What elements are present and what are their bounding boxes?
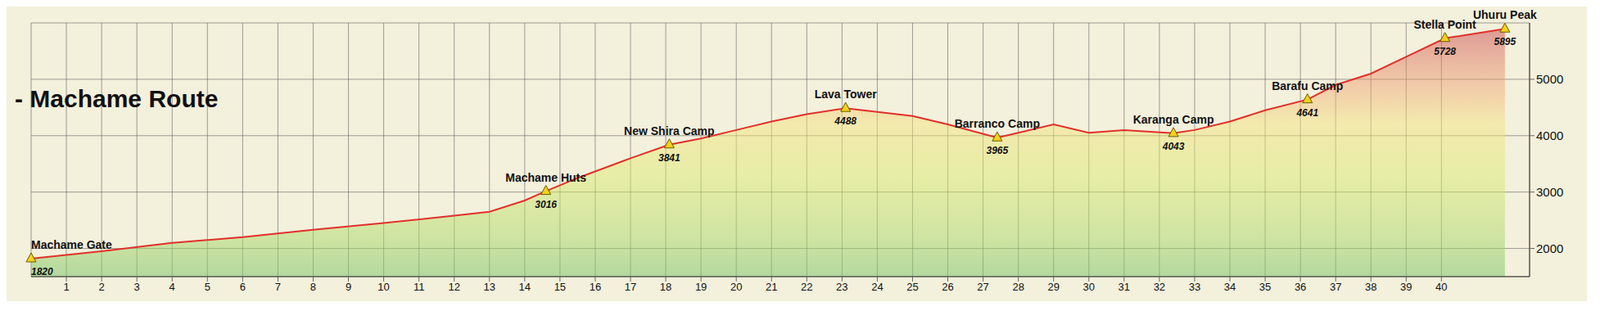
- svg-text:39: 39: [1400, 280, 1412, 294]
- svg-text:Machame Huts: Machame Huts: [505, 171, 587, 185]
- svg-text:22: 22: [800, 280, 813, 294]
- svg-text:6: 6: [239, 280, 246, 294]
- svg-text:24: 24: [871, 280, 883, 294]
- svg-text:26: 26: [941, 280, 954, 294]
- svg-text:15: 15: [554, 280, 566, 294]
- svg-text:30: 30: [1083, 280, 1095, 294]
- svg-text:40: 40: [1435, 280, 1447, 294]
- svg-text:3000: 3000: [1536, 185, 1564, 199]
- svg-text:Stella Point: Stella Point: [1414, 18, 1478, 32]
- svg-text:Lava Tower: Lava Tower: [814, 87, 878, 101]
- svg-text:4043: 4043: [1161, 140, 1185, 153]
- svg-text:3841: 3841: [658, 152, 681, 164]
- svg-text:33: 33: [1188, 280, 1201, 294]
- svg-text:3016: 3016: [534, 198, 557, 211]
- svg-text:1: 1: [63, 280, 69, 294]
- svg-text:4641: 4641: [1295, 107, 1319, 119]
- svg-text:34: 34: [1224, 280, 1236, 294]
- svg-text:28: 28: [1012, 280, 1024, 294]
- svg-text:Barafu Camp: Barafu Camp: [1271, 79, 1343, 93]
- svg-text:2: 2: [99, 280, 105, 294]
- svg-text:23: 23: [836, 280, 848, 294]
- svg-text:4488: 4488: [833, 115, 857, 127]
- svg-text:Karanga Camp: Karanga Camp: [1133, 112, 1215, 127]
- svg-text:32: 32: [1153, 280, 1166, 294]
- svg-text:14: 14: [519, 280, 531, 294]
- svg-text:17: 17: [624, 280, 637, 294]
- svg-text:21: 21: [765, 280, 778, 294]
- svg-text:8: 8: [310, 280, 317, 294]
- svg-text:25: 25: [906, 280, 918, 294]
- svg-text:Barranco Camp: Barranco Camp: [954, 117, 1040, 131]
- svg-text:20: 20: [730, 280, 742, 294]
- svg-text:11: 11: [413, 280, 425, 294]
- svg-text:5728: 5728: [1433, 45, 1456, 58]
- svg-text:10: 10: [377, 280, 389, 294]
- svg-text:3965: 3965: [985, 144, 1008, 157]
- svg-text:3: 3: [134, 280, 141, 294]
- svg-text:13: 13: [483, 280, 496, 294]
- svg-text:1820: 1820: [31, 266, 54, 278]
- svg-text:Uhuru Peak: Uhuru Peak: [1473, 8, 1537, 22]
- svg-text:New Shira Camp: New Shira Camp: [623, 124, 715, 138]
- svg-text:5895: 5895: [1494, 36, 1517, 48]
- svg-text:4000: 4000: [1536, 128, 1564, 143]
- html-text:- Machame Route: - Machame Route: [14, 85, 219, 113]
- svg-text:7: 7: [275, 280, 281, 294]
- svg-text:31: 31: [1118, 280, 1130, 294]
- svg-text:Machame Gate: Machame Gate: [31, 238, 113, 252]
- svg-text:29: 29: [1047, 280, 1059, 294]
- svg-text:5000: 5000: [1536, 72, 1564, 86]
- svg-text:37: 37: [1329, 280, 1342, 294]
- svg-text:27: 27: [976, 280, 989, 294]
- svg-text:19: 19: [695, 280, 707, 294]
- svg-text:2000: 2000: [1536, 241, 1564, 256]
- svg-text:38: 38: [1364, 280, 1377, 294]
- svg-text:4: 4: [169, 280, 176, 294]
- svg-text:18: 18: [659, 280, 672, 294]
- svg-text:9: 9: [345, 280, 352, 294]
- svg-text:12: 12: [447, 280, 460, 294]
- svg-text:36: 36: [1294, 280, 1307, 294]
- svg-text:35: 35: [1259, 280, 1271, 294]
- svg-text:5: 5: [204, 280, 211, 294]
- svg-text:16: 16: [589, 280, 602, 294]
